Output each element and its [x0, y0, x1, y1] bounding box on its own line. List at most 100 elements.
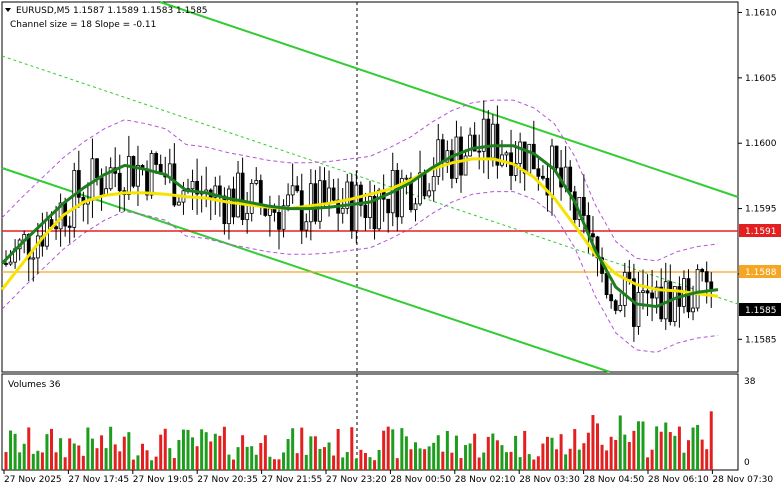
volume-bar: [63, 457, 67, 470]
candle-body: [568, 166, 573, 193]
candle-body: [386, 198, 391, 214]
candle-body: [258, 180, 263, 206]
candle-body: [117, 172, 122, 192]
volume-bar: [605, 450, 609, 470]
candle-body: [267, 208, 272, 216]
volume-bar: [395, 458, 399, 470]
volume-bar: [363, 453, 367, 470]
volume-bar: [90, 438, 94, 470]
volume-bar: [477, 457, 481, 470]
candle-body: [167, 163, 172, 178]
candle-body: [363, 204, 368, 218]
volume-bar: [450, 452, 454, 470]
volume-bar: [545, 436, 549, 470]
candle-body: [354, 184, 359, 232]
chart-symbol-header: EURUSD,M5 1.1587 1.1589 1.1583 1.1585: [16, 6, 208, 16]
envelope-bands: [1, 99, 719, 353]
candle-body: [481, 118, 486, 152]
candle-body: [618, 304, 623, 311]
ma-fast-line: [0, 144, 719, 309]
candle-body: [709, 281, 714, 290]
dropdown-triangle-icon[interactable]: [5, 8, 11, 12]
volume-bar: [673, 435, 677, 470]
volume-bar: [309, 436, 313, 470]
volume-bar: [523, 430, 527, 470]
volume-bar: [691, 427, 695, 470]
volume-bar: [241, 435, 245, 470]
volume-bar: [213, 433, 217, 470]
x-tick-label: 27 Nov 2025: [4, 475, 62, 485]
volume-bar: [423, 449, 427, 470]
candle-body: [545, 177, 550, 196]
volume-bars: [4, 411, 713, 470]
candle-body: [249, 182, 254, 214]
volume-bar: [59, 438, 63, 470]
volume-bar: [464, 445, 468, 470]
candle-body: [176, 201, 181, 206]
candle-body: [299, 190, 304, 231]
candle-body: [99, 177, 104, 196]
volume-bar: [168, 448, 172, 470]
x-tick-label: 28 Nov 06:10: [648, 475, 709, 485]
volume-bar: [327, 442, 331, 470]
y-tick-label: 1.1595: [745, 205, 777, 215]
volume-bar: [181, 429, 185, 470]
x-tick-label: 27 Nov 21:55: [262, 475, 323, 485]
candle-body: [377, 189, 382, 230]
volume-bar: [209, 441, 213, 470]
volume-bar: [77, 445, 81, 470]
volume-bar: [81, 455, 85, 470]
candle-body: [622, 271, 627, 306]
time-axis: 27 Nov 2025 27 Nov 17:45 27 Nov 19:05 27 No…: [3, 470, 773, 485]
candle-body: [440, 139, 445, 163]
volume-bar: [596, 423, 599, 470]
candle-body: [513, 162, 518, 176]
volume-bar: [636, 421, 640, 470]
y-tick-label: 1.1585: [745, 335, 777, 345]
volume-bar: [277, 459, 281, 470]
volume-bar: [514, 435, 518, 470]
volume-bar: [500, 445, 504, 470]
volume-bar: [191, 437, 195, 470]
volume-bar: [541, 443, 545, 470]
candle-body: [490, 123, 495, 159]
volume-bar: [586, 432, 590, 470]
candle-body: [67, 225, 72, 228]
volume-bar: [72, 443, 76, 470]
volume-bar: [177, 439, 181, 470]
volume-bar: [22, 443, 26, 470]
candle-body: [340, 207, 345, 214]
volume-bar: [627, 442, 631, 470]
volume-bar: [113, 444, 117, 470]
candle-body: [459, 136, 463, 176]
volume-bar: [31, 453, 35, 470]
volume-bar: [368, 457, 372, 470]
volume-bar: [564, 454, 568, 470]
candle-body: [486, 118, 491, 159]
volume-bar: [709, 411, 713, 470]
x-tick-label: 27 Nov 17:45: [68, 475, 129, 485]
candle-body: [636, 292, 641, 327]
volume-bar: [109, 426, 113, 470]
candle-body: [531, 143, 536, 170]
volume-bar: [495, 440, 499, 470]
candle-body: [108, 167, 113, 190]
candle-body: [550, 145, 554, 196]
candle-body: [131, 155, 136, 187]
volume-bar: [600, 444, 604, 470]
volume-bar: [336, 428, 340, 470]
candle-body: [404, 177, 409, 180]
candle-body: [409, 177, 413, 211]
candle-body: [645, 290, 650, 294]
volume-bar: [45, 434, 49, 470]
x-tick-label: 27 Nov 23:20: [326, 475, 387, 485]
volume-bar: [286, 439, 290, 470]
candle-body: [318, 180, 322, 222]
volume-bar: [350, 427, 354, 470]
volume-bar: [159, 434, 163, 470]
candle-body: [295, 185, 300, 192]
volume-bar: [313, 436, 317, 470]
volume-bar: [100, 435, 104, 470]
candle-body: [4, 263, 8, 265]
